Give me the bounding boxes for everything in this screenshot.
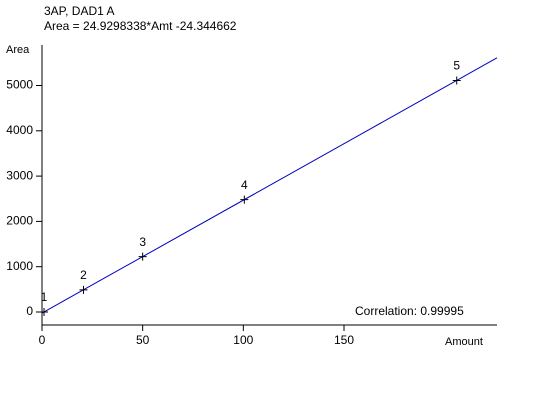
fit-line xyxy=(41,57,498,314)
point xyxy=(240,195,249,204)
annotation: Correlation: 0.99995 xyxy=(355,304,464,318)
point xyxy=(79,285,88,294)
x-axis-label: Amount xyxy=(445,336,483,348)
point-label: 5 xyxy=(453,59,460,73)
y-tick-label: 5000 xyxy=(6,78,33,92)
x-tick-label: 100 xyxy=(233,333,253,347)
y-axis-label: Area xyxy=(6,44,30,56)
y-tick-label: 0 xyxy=(26,304,33,318)
y-tick-label: 1000 xyxy=(6,259,33,273)
point-label: 4 xyxy=(241,178,248,192)
x-tick-label: 0 xyxy=(39,333,46,347)
x-tick-label: 50 xyxy=(136,333,150,347)
y-tick-label: 3000 xyxy=(6,168,33,182)
point xyxy=(138,252,147,261)
chart-title: 3AP, DAD1 A xyxy=(44,4,115,18)
point xyxy=(40,307,49,316)
y-tick-label: 2000 xyxy=(6,214,33,228)
point-label: 2 xyxy=(80,268,87,282)
chart-subtitle: Area = 24.9298338*Amt -24.344662 xyxy=(44,19,237,33)
point-label: 1 xyxy=(41,290,48,304)
point-label: 3 xyxy=(139,235,146,249)
x-tick-label: 150 xyxy=(334,333,354,347)
point xyxy=(452,76,461,85)
y-tick-label: 4000 xyxy=(6,123,33,137)
